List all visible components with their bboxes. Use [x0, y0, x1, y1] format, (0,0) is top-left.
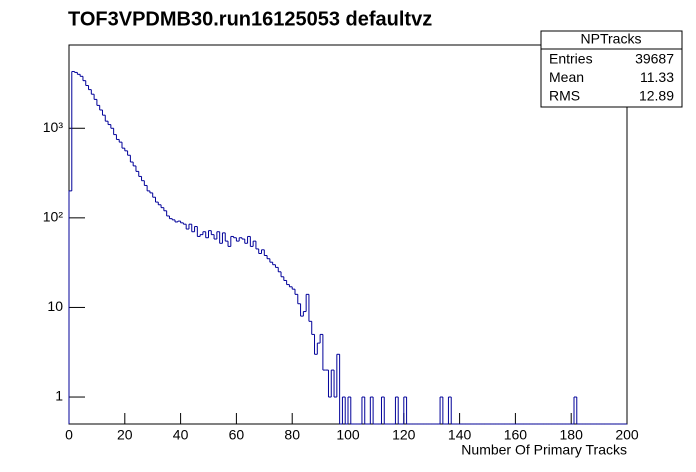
stats-value: 39687 — [635, 51, 674, 67]
y-tick-label: 10² — [43, 209, 64, 225]
chart-title: TOF3VPDMB30.run16125053 defaultvz — [68, 8, 432, 30]
stats-label: RMS — [549, 88, 580, 104]
x-tick-label: 20 — [117, 427, 133, 443]
x-tick-label: 100 — [336, 427, 360, 443]
x-axis-label: Number Of Primary Tracks — [461, 442, 627, 458]
x-tick-label: 160 — [504, 427, 528, 443]
y-tick-label: 10³ — [43, 119, 64, 135]
x-tick-label: 60 — [229, 427, 245, 443]
x-tick-label: 40 — [173, 427, 189, 443]
y-tick-label: 1 — [55, 388, 63, 404]
stats-box: NPTracks Entries 39687 Mean 11.33 RMS 12.89 — [540, 30, 683, 108]
stats-value: 12.89 — [639, 88, 674, 104]
stats-value: 11.33 — [640, 69, 674, 85]
stats-label: Mean — [549, 69, 584, 85]
stats-frame — [540, 30, 683, 108]
x-tick-label: 80 — [284, 427, 300, 443]
x-tick-label: 180 — [560, 427, 584, 443]
x-tick-label: 120 — [392, 427, 416, 443]
stats-label: Entries — [549, 51, 593, 67]
x-tick-label: 140 — [448, 427, 472, 443]
x-tick-label: 0 — [65, 427, 73, 443]
x-tick-label: 200 — [615, 427, 639, 443]
stats-title: NPTracks — [581, 31, 642, 47]
y-tick-label: 10 — [47, 298, 63, 314]
